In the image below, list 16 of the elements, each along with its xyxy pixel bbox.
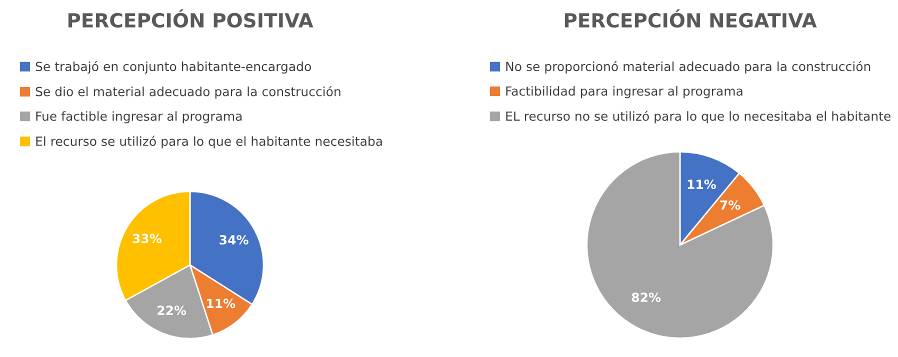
legend-label: Se dio el material adecuado para la construcción [36, 86, 340, 99]
data-label: 34% [220, 235, 248, 245]
legend-label: EL recurso no se utilizó para lo que lo necesitaba el habitante [506, 110, 890, 124]
data-label: 22% [158, 306, 186, 316]
data-label: 33% [132, 234, 162, 244]
data-label: 11% [688, 180, 716, 190]
chart-title: PERCEPCIÓN POSITIVA [68, 9, 314, 28]
data-label: 7% [720, 200, 740, 210]
legend-label: El recurso se utilizó para lo que el habitante necesitaba [36, 136, 382, 148]
data-label: 82% [632, 292, 661, 302]
chart-title: PERCEPCIÓN NEGATIVA [564, 9, 817, 28]
legend-label: Factibilidad para ingresar al programa [506, 86, 742, 98]
legend-label: No se proporcionó material adecuado para la construcción [506, 61, 870, 74]
legend-label: Se trabajó en conjunto habitante-encargado [36, 61, 311, 74]
data-label: 11% [207, 298, 236, 308]
legend-label: Fue factible ingresar al programa [36, 111, 242, 124]
